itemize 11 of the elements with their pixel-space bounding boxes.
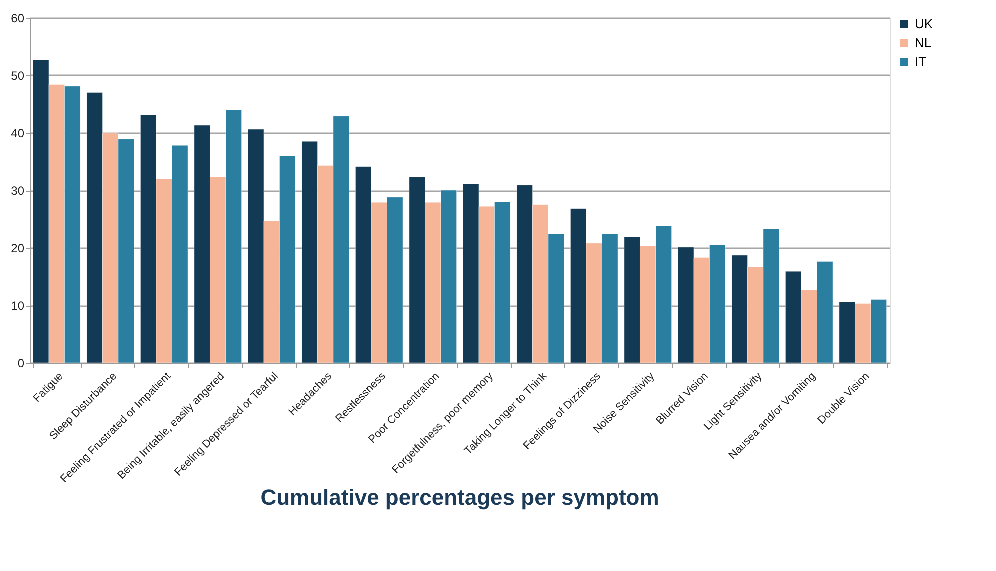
y-tick-label: 20: [11, 242, 25, 256]
legend-label: IT: [915, 54, 927, 70]
y-tick-label: 10: [11, 299, 25, 313]
y-tick-label: 0: [18, 356, 25, 370]
y-tick-label: 50: [11, 69, 25, 83]
y-tick-label: 30: [11, 184, 25, 198]
text: Cumulative percentages per symptom: [260, 485, 660, 510]
legend-label: NL: [915, 36, 932, 50]
y-tick-label: 40: [11, 126, 25, 140]
y-tick-label: 60: [11, 12, 25, 26]
legend-label: UK: [915, 16, 934, 32]
